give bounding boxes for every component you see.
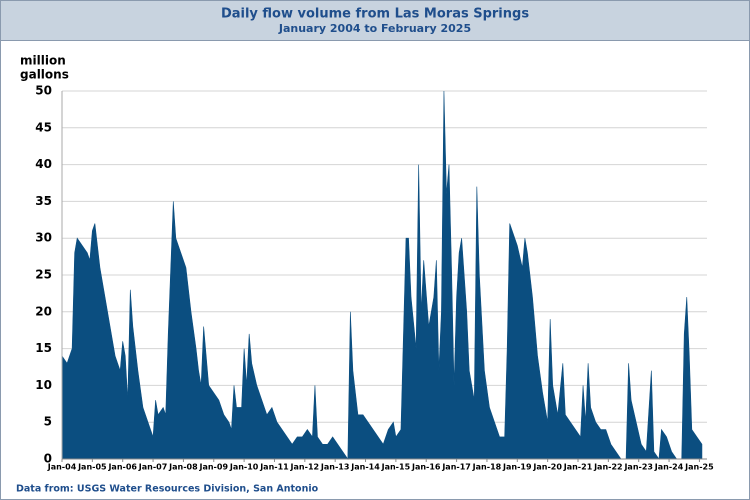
y-axis-label: gallons [20, 68, 69, 82]
x-tick-label: Jan-05 [77, 463, 107, 472]
x-tick-label: Jan-22 [593, 463, 623, 472]
y-tick-label: 30 [35, 231, 52, 245]
x-tick-label: Jan-11 [259, 463, 289, 472]
x-tick-label: Jan-25 [684, 463, 714, 472]
y-tick-label: 50 [35, 84, 52, 98]
x-tick-label: Jan-16 [411, 463, 441, 472]
y-tick-label: 0 [44, 452, 52, 466]
x-tick-label: Jan-21 [563, 463, 593, 472]
x-tick-label: Jan-06 [107, 463, 137, 472]
x-tick-label: Jan-19 [502, 463, 532, 472]
x-tick-label: Jan-20 [532, 463, 562, 472]
y-tick-label: 5 [44, 415, 52, 429]
title-band [0, 0, 750, 41]
y-tick-label: 10 [35, 378, 52, 392]
y-axis-label: million [20, 54, 66, 68]
source-note: Data from: USGS Water Resources Division… [16, 484, 319, 495]
x-tick-label: Jan-15 [381, 463, 411, 472]
x-tick-label: Jan-12 [290, 463, 320, 472]
x-tick-label: Jan-13 [320, 463, 350, 472]
x-tick-label: Jan-18 [472, 463, 502, 472]
y-tick-label: 15 [35, 341, 52, 355]
x-tick-label: Jan-07 [138, 463, 168, 472]
chart-title: Daily flow volume from Las Moras Springs [221, 7, 529, 22]
x-tick-label: Jan-17 [441, 463, 471, 472]
x-tick-label: Jan-24 [654, 463, 684, 472]
x-tick-label: Jan-14 [350, 463, 380, 472]
y-tick-label: 40 [35, 157, 52, 171]
x-tick-label: Jan-09 [198, 463, 228, 472]
flow-area [61, 90, 703, 460]
x-tick-label: Jan-10 [229, 463, 259, 472]
y-tick-label: 20 [35, 304, 52, 318]
x-tick-label: Jan-04 [47, 463, 77, 472]
x-tick-label: Jan-23 [623, 463, 653, 472]
y-tick-label: 45 [35, 120, 52, 134]
chart-subtitle: January 2004 to February 2025 [278, 22, 471, 35]
y-tick-label: 35 [35, 194, 52, 208]
y-tick-label: 25 [35, 268, 52, 282]
x-tick-label: Jan-08 [168, 463, 198, 472]
